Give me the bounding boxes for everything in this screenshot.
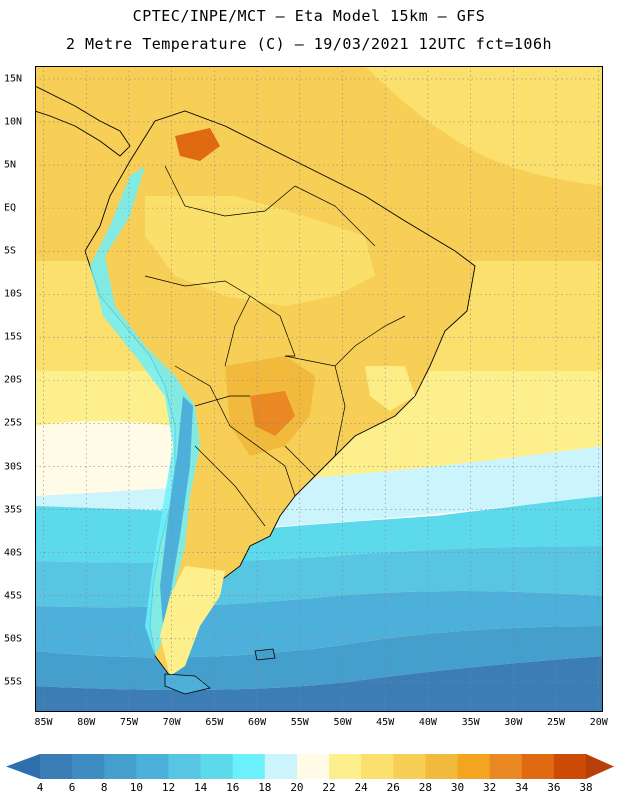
latitude-label: 35S bbox=[4, 504, 23, 516]
colorbar-label: 14 bbox=[193, 781, 208, 794]
longitude-label: 35W bbox=[461, 717, 480, 728]
graticule bbox=[35, 66, 603, 712]
central-america-land bbox=[35, 85, 131, 157]
colorbar-label: 38 bbox=[579, 781, 593, 794]
latitude-label: EQ bbox=[4, 202, 17, 214]
colorbar-segment bbox=[264, 754, 298, 779]
colorbar-label: 28 bbox=[418, 781, 433, 794]
andes-core bbox=[160, 396, 193, 626]
latitude-label: 10N bbox=[4, 116, 23, 128]
longitude-label: 65W bbox=[205, 717, 224, 728]
colorbar-label: 24 bbox=[354, 781, 368, 794]
latitude-label: 50S bbox=[4, 633, 23, 645]
latitude-label: 55S bbox=[4, 676, 23, 688]
colorbar-segment bbox=[425, 754, 459, 779]
colorbar-label: 34 bbox=[515, 781, 529, 794]
ocean-band-20-22 bbox=[35, 421, 175, 511]
colorbar-label: 20 bbox=[290, 781, 304, 794]
patagonia-region bbox=[160, 566, 225, 676]
temperature-colorbar bbox=[6, 754, 614, 779]
ocean-warm-patch-east bbox=[365, 66, 603, 186]
venezuela-hot-spot bbox=[175, 128, 220, 161]
colorbar-label: 10 bbox=[129, 781, 143, 794]
colorbar-segment bbox=[136, 754, 169, 779]
colorbar-segment bbox=[296, 754, 330, 779]
colorbar-segment bbox=[457, 754, 491, 779]
colorbar-label: 16 bbox=[226, 781, 240, 794]
colorbar-segment bbox=[361, 754, 394, 779]
colorbar-label: 30 bbox=[450, 781, 465, 794]
longitude-label: 60W bbox=[248, 717, 267, 728]
longitude-label: 45W bbox=[376, 717, 395, 728]
latitude-label: 20S bbox=[4, 374, 23, 386]
colorbar-label: 22 bbox=[322, 781, 336, 794]
ocean-band-8-10 bbox=[35, 626, 603, 690]
map-title: CPTEC/INPE/MCT – Eta Model 15km – GFS bbox=[132, 7, 486, 25]
map-subtitle: 2 Metre Temperature (C) – 19/03/2021 12U… bbox=[65, 35, 553, 53]
latitude-label: 15S bbox=[4, 331, 23, 343]
colorbar-label: 8 bbox=[100, 781, 108, 794]
colorbar-label: 18 bbox=[258, 781, 272, 794]
colorbar-segment bbox=[200, 754, 234, 779]
se-brazil-coast-cool bbox=[365, 366, 415, 411]
country-borders bbox=[144, 165, 406, 527]
colorbar-segment bbox=[489, 754, 523, 779]
colorbar-high-arrow bbox=[586, 754, 614, 779]
latitude-label: 40S bbox=[4, 547, 23, 559]
longitude-label: 25W bbox=[546, 717, 566, 728]
latitude-label: 15N bbox=[4, 73, 23, 85]
latitude-label: 30S bbox=[4, 461, 23, 473]
colorbar-label: 26 bbox=[386, 781, 400, 794]
colorbar-segment bbox=[104, 754, 137, 779]
longitude-label: 80W bbox=[77, 717, 96, 728]
longitude-label: 20W bbox=[589, 717, 608, 728]
longitude-label: 85W bbox=[34, 717, 53, 728]
colorbar-label: 6 bbox=[68, 781, 76, 794]
temperature-map bbox=[35, 66, 603, 712]
colorbar-segment bbox=[329, 754, 362, 779]
falkland-islands bbox=[254, 648, 276, 661]
colorbar-segment bbox=[553, 754, 587, 779]
colorbar-segment bbox=[40, 754, 73, 779]
colorbar-low-arrow bbox=[6, 754, 40, 779]
latitude-label: 10S bbox=[4, 288, 23, 300]
colorbar-segment bbox=[72, 754, 105, 779]
colorbar-segment bbox=[521, 754, 555, 779]
longitude-label: 55W bbox=[290, 717, 309, 728]
longitude-label: 30W bbox=[504, 717, 523, 728]
longitude-label: 50W bbox=[333, 717, 352, 728]
colorbar-label: 32 bbox=[483, 781, 497, 794]
colorbar-label: 36 bbox=[547, 781, 561, 794]
interior-hottest-core bbox=[250, 391, 295, 436]
latitude-label: 5N bbox=[4, 159, 17, 171]
tierra-del-fuego bbox=[164, 673, 211, 695]
ocean-band-6-8 bbox=[35, 656, 603, 712]
colorbar-segment bbox=[232, 754, 266, 779]
longitude-label: 70W bbox=[162, 717, 181, 728]
colorbar-label: 12 bbox=[161, 781, 176, 794]
colorbar-segment bbox=[168, 754, 202, 779]
colorbar-label: 4 bbox=[36, 781, 44, 794]
latitude-label: 25S bbox=[4, 417, 23, 429]
longitude-label: 75W bbox=[119, 717, 138, 728]
longitude-label: 40W bbox=[418, 717, 437, 728]
colorbar-segment bbox=[393, 754, 426, 779]
map-border bbox=[35, 66, 603, 712]
latitude-label: 5S bbox=[4, 245, 17, 257]
latitude-label: 45S bbox=[4, 590, 23, 602]
